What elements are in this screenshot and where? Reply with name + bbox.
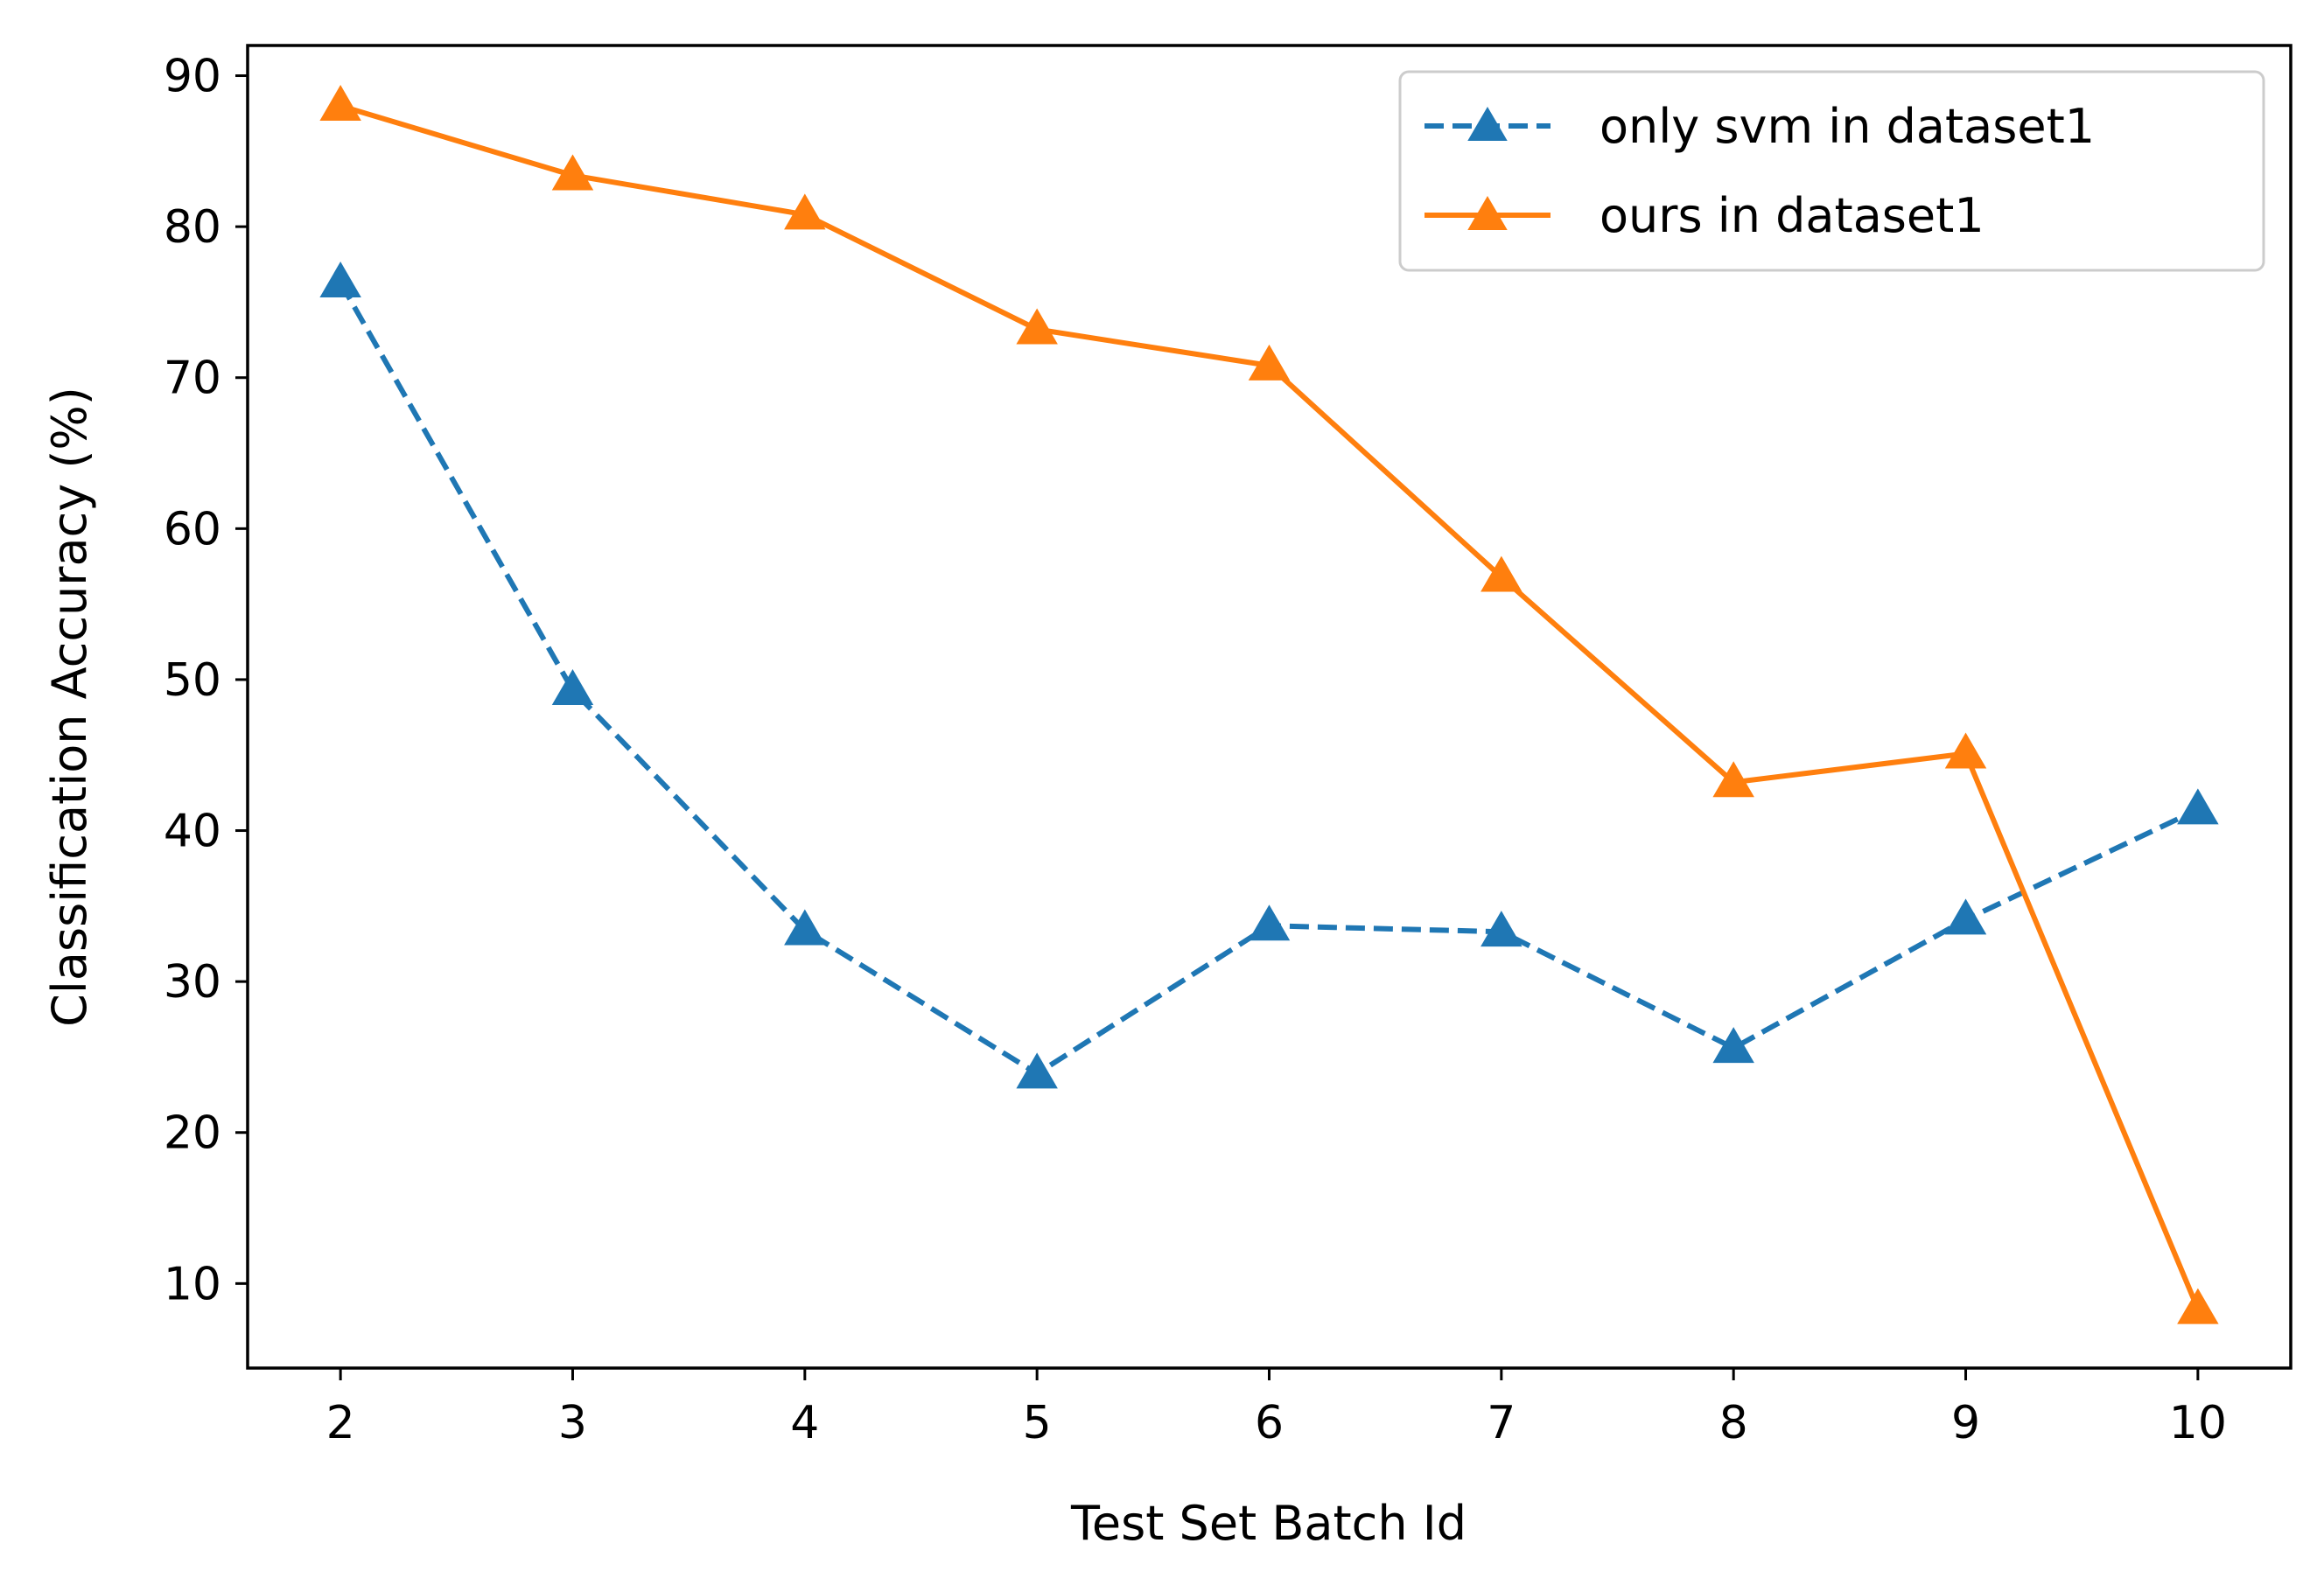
- legend-box: [1398, 70, 2265, 272]
- legend-marker-svm: [1467, 107, 1508, 141]
- data-point-marker: [1712, 1027, 1754, 1064]
- data-point-marker: [1944, 732, 1987, 769]
- x-axis-title: Test Set Batch Id: [1070, 1496, 1466, 1551]
- y-tick-label: 70: [164, 353, 221, 405]
- data-point-marker: [2177, 788, 2219, 825]
- x-tick-label: 2: [326, 1397, 355, 1449]
- data-point-marker: [319, 261, 361, 297]
- y-tick-label: 90: [164, 51, 221, 103]
- x-tick-label: 10: [2169, 1397, 2227, 1449]
- data-point-marker: [784, 193, 826, 230]
- data-point-marker: [1248, 904, 1291, 941]
- legend-marker-ours: [1467, 196, 1508, 230]
- data-point-marker: [1712, 761, 1754, 798]
- data-point-marker: [784, 909, 826, 946]
- data-point-marker: [1248, 344, 1291, 381]
- data-point-marker: [551, 669, 594, 706]
- y-tick-label: 20: [164, 1107, 221, 1160]
- x-axis: 2 3 4 5 6 7 8 9 10: [326, 1368, 2227, 1449]
- x-tick-label: 3: [558, 1397, 587, 1449]
- data-point-marker: [1480, 555, 1522, 592]
- y-tick-label: 10: [164, 1258, 221, 1310]
- y-axis: 10 20 30 40 50 60 70 80 90: [164, 51, 248, 1310]
- x-tick-label: 8: [1719, 1397, 1748, 1449]
- series-layer: [319, 85, 2219, 1324]
- data-point-marker: [1016, 1052, 1058, 1089]
- y-tick-label: 50: [164, 654, 221, 707]
- x-tick-label: 7: [1487, 1397, 1516, 1449]
- data-point-marker: [1480, 911, 1522, 947]
- data-point-marker: [319, 85, 361, 122]
- y-tick-label: 60: [164, 503, 221, 555]
- x-tick-label: 9: [1951, 1397, 1980, 1449]
- legend: only svm in dataset1 ours in dataset1: [1398, 70, 2265, 272]
- x-tick-label: 5: [1023, 1397, 1052, 1449]
- x-tick-label: 6: [1255, 1397, 1284, 1449]
- y-tick-label: 40: [164, 806, 221, 858]
- legend-label-svm: only svm in dataset1: [1600, 99, 2095, 154]
- x-tick-label: 4: [790, 1397, 819, 1449]
- legend-label-ours: ours in dataset1: [1600, 188, 1984, 243]
- data-point-marker: [1944, 898, 1987, 935]
- y-tick-label: 80: [164, 201, 221, 254]
- y-axis-title: Classification Accuracy (%): [42, 387, 97, 1027]
- data-point-marker: [1016, 308, 1058, 345]
- data-point-marker: [551, 154, 594, 191]
- y-tick-label: 30: [164, 956, 221, 1009]
- data-point-marker: [2177, 1288, 2219, 1324]
